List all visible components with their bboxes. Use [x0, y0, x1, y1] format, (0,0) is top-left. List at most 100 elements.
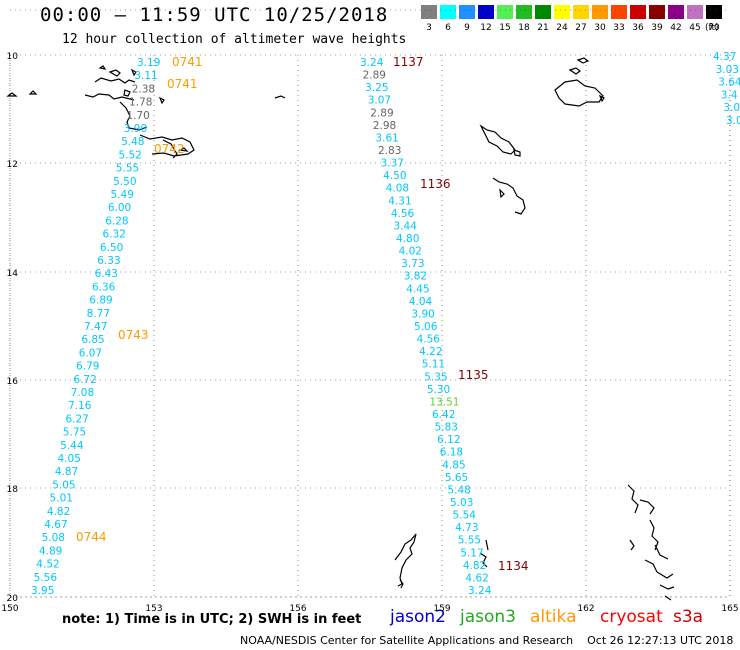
satellite-name: altika [530, 607, 577, 627]
swh-value-label: 3.25 [365, 82, 388, 94]
swh-value-label: 4.37 [713, 51, 736, 63]
swh-value-label: 4.56 [391, 208, 415, 220]
swh-value-label: 4.50 [383, 170, 406, 182]
swh-value-label: 3.61 [375, 132, 398, 144]
legend-label: 70 [708, 23, 720, 33]
swh-value-label: 5.54 [453, 510, 477, 522]
coastlines [6, 57, 675, 601]
swh-value-label: 3.03 [716, 64, 739, 76]
swh-value-label: 4.85 [442, 459, 465, 471]
swh-value-label: 2.83 [378, 145, 401, 157]
legend-label: 36 [632, 23, 644, 33]
swh-value-label: 3.0 [726, 115, 740, 127]
swh-value-label: 5.35 [424, 371, 447, 383]
swh-value-label: 4.89 [39, 545, 62, 557]
pass-time-label: 1135 [458, 368, 489, 382]
swh-value-label: 3.07 [368, 95, 391, 107]
lon-tick-label: 153 [145, 604, 162, 614]
legend-swatch [516, 5, 532, 19]
swh-value-label: 4.80 [396, 233, 419, 245]
swh-value-label: 7.08 [71, 387, 94, 399]
swh-value-label: 4.02 [399, 246, 422, 258]
swh-value-label: 8.77 [87, 308, 110, 320]
lat-tick-label: 12 [7, 160, 18, 170]
swh-value-label: 5.56 [34, 572, 58, 584]
legend-label: 15 [499, 23, 511, 33]
swh-value-label: 4.05 [58, 453, 81, 465]
swh-value-label: 3.64 [718, 77, 740, 89]
swh-value-label: 3.0 [723, 102, 740, 114]
swh-value-label: 2.98 [373, 120, 396, 132]
satellite-name: jason3 [460, 607, 516, 627]
swh-value-label: 3.90 [411, 308, 434, 320]
altimeter-track-edge: 4.373.033.643.43.03.0 [713, 51, 740, 127]
swh-value-label: 6.07 [79, 347, 102, 359]
swh-value-label: 6.43 [95, 268, 118, 280]
swh-value-label: 2.89 [363, 70, 386, 82]
swh-value-label: 3.90 [124, 123, 147, 135]
swh-value-label: 3.4 [721, 89, 738, 101]
satellite-name: s3a [673, 607, 704, 627]
swh-value-label: 5.55 [116, 163, 139, 175]
swh-value-label: 4.04 [409, 296, 433, 308]
swh-value-label: 6.18 [440, 447, 463, 459]
legend-swatch [554, 5, 570, 19]
swh-value-label: 4.31 [388, 195, 411, 207]
credit-footer: NOAA/NESDIS Center for Satellite Applica… [240, 634, 734, 647]
legend-swatch [573, 5, 589, 19]
swh-value-label: 3.19 [137, 57, 160, 69]
swh-value-label: 1.78 [129, 97, 152, 109]
coastline-shape [479, 124, 521, 157]
swh-value-label: 4.22 [419, 346, 442, 358]
swh-value-label: 5.48 [121, 136, 144, 148]
swh-value-label: 5.44 [60, 440, 84, 452]
coastline-shape [6, 65, 189, 152]
swh-value-label: 6.79 [76, 361, 99, 373]
legend-label: 3 [426, 23, 432, 33]
legend-swatch [630, 5, 646, 19]
altimeter-track-altika: 3.193.112.38 1.781.703.905.485.52 5.555.50… [31, 57, 160, 597]
legend-unit: (ft) [705, 23, 719, 33]
page-subtitle: 12 hour collection of altimeter wave hei… [62, 32, 407, 47]
pass-time-label: 0744 [76, 530, 107, 544]
lon-tick-label: 165 [721, 604, 738, 614]
swh-value-label: 6.42 [432, 409, 455, 421]
pass-time-label: 1137 [393, 55, 424, 69]
legend-label: 9 [464, 23, 470, 33]
legend-swatch [497, 5, 513, 19]
swh-value-label: 5.49 [111, 189, 134, 201]
swh-value-label: 3.82 [404, 271, 427, 283]
swh-value-label: 6.36 [92, 281, 116, 293]
altimeter-track-altika-east: 3.242.893.253.072.892.983.612.833.374.50… [360, 57, 492, 597]
swh-value-label: 3.95 [31, 585, 54, 597]
pass-time-label: 0741 [172, 55, 203, 69]
swh-value-label: 13.51 [429, 396, 459, 408]
swh-value-label: 7.16 [68, 400, 92, 412]
swh-value-label: 6.32 [103, 229, 126, 241]
legend-swatch [668, 5, 684, 19]
footnote: note: 1) Time is in UTC; 2) SWH is in fe… [62, 612, 362, 627]
swh-value-label: 6.85 [81, 334, 104, 346]
legend-swatch [611, 5, 627, 19]
legend-label: 45 [689, 23, 701, 33]
coastline-shape [394, 533, 489, 589]
legend-label: 27 [575, 23, 587, 33]
swh-value-label: 5.65 [445, 472, 468, 484]
legend-swatch [478, 5, 494, 19]
legend-label: 39 [651, 23, 663, 33]
coastline-shape [492, 177, 526, 215]
legend-swatch [687, 5, 703, 19]
swh-value-label: 4.67 [44, 519, 67, 531]
swh-value-label: 5.48 [447, 484, 470, 496]
swh-value-label: 5.52 [118, 149, 141, 161]
swh-value-label: 4.87 [55, 466, 78, 478]
swh-value-label: 6.28 [105, 215, 128, 227]
satellite-name: jason2 [390, 607, 446, 627]
lon-tick-label: 150 [1, 604, 18, 614]
swh-value-label: 6.00 [108, 202, 131, 214]
swh-value-label: 5.06 [414, 321, 438, 333]
legend-label: 30 [594, 23, 606, 33]
legend-label: 21 [537, 23, 549, 33]
swh-value-label: 2.38 [132, 83, 155, 95]
coastline-shape [84, 77, 195, 159]
